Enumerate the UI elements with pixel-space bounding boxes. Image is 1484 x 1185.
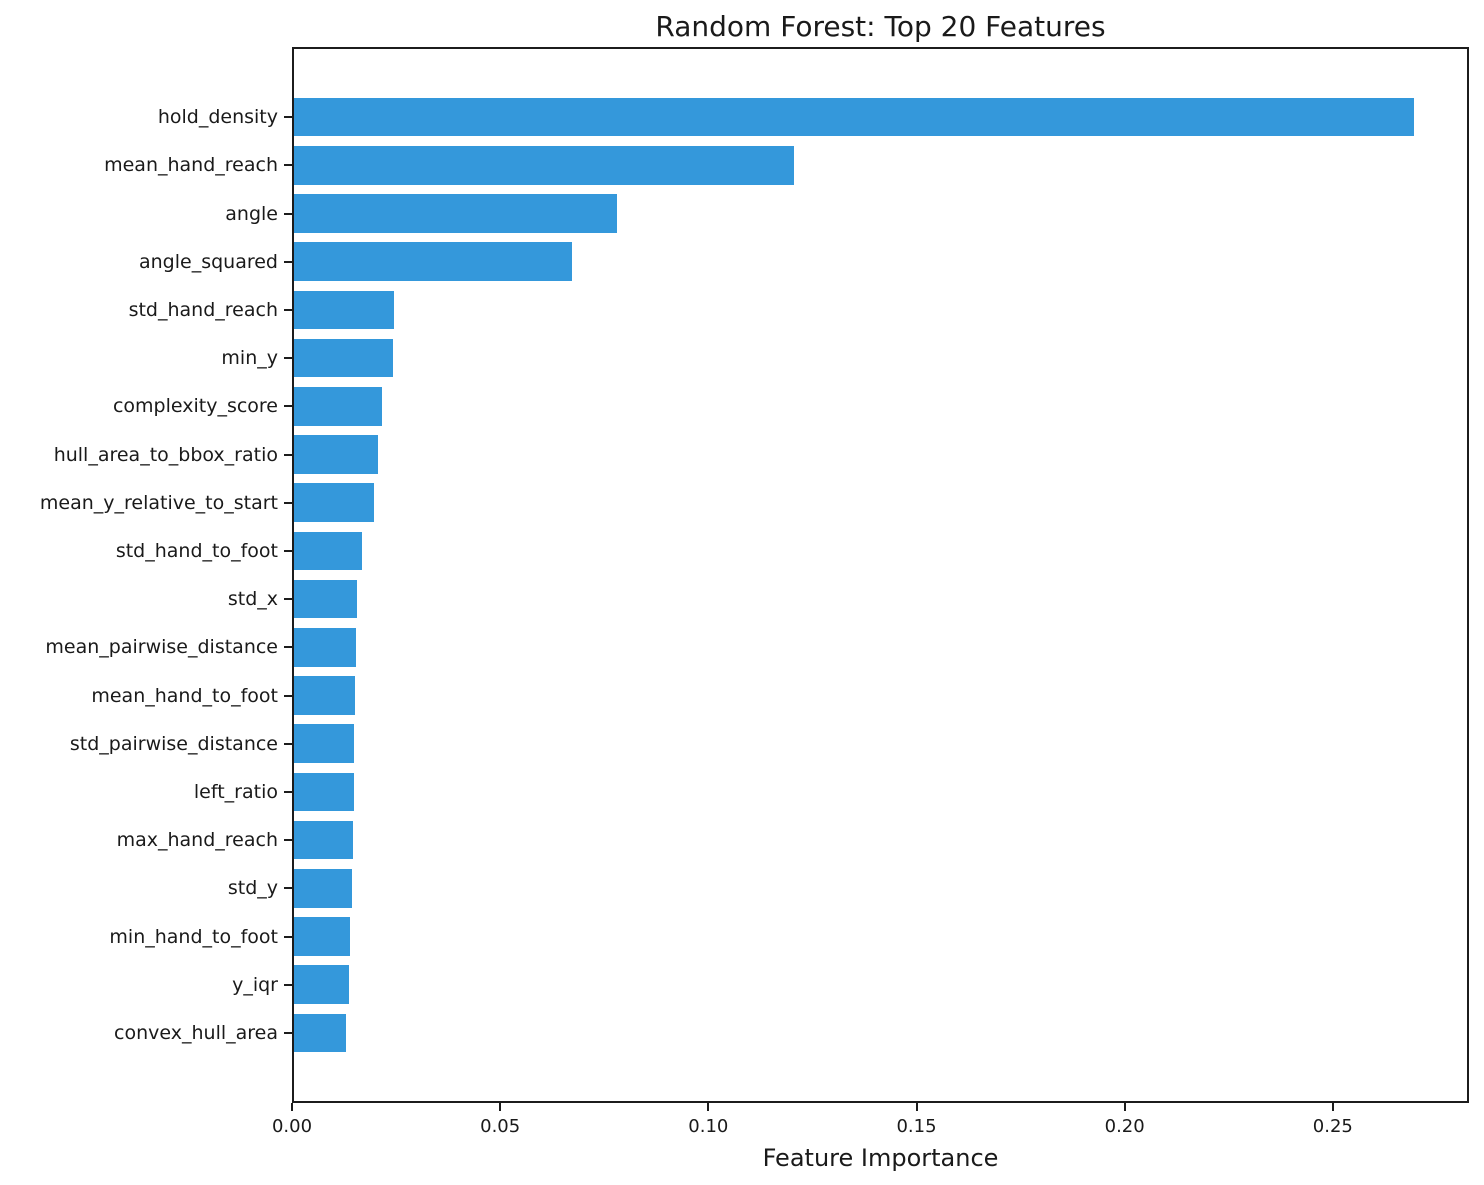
x-tick-mark (707, 1103, 710, 1111)
y-tick-mark (284, 839, 292, 842)
bar-hold_density (294, 97, 1414, 137)
x-tick-label: 0.20 (1104, 1116, 1145, 1137)
y-tick-label: left_ratio (193, 780, 278, 803)
bar-hull_area_to_bbox_ratio (294, 435, 378, 474)
y-tick-mark (284, 501, 292, 504)
y-tick-mark (284, 694, 292, 697)
y-tick-mark (284, 646, 292, 649)
x-tick-mark (915, 1103, 918, 1111)
y-tick-label: convex_hull_area (114, 1021, 278, 1044)
bar-std_x (294, 579, 357, 619)
plot-area (292, 47, 1469, 1103)
y-tick-label: y_iqr (232, 973, 278, 996)
y-tick-mark (284, 1031, 292, 1034)
y-tick-label: max_hand_reach (116, 829, 278, 852)
y-tick-mark (284, 935, 292, 938)
y-tick-label: complexity_score (112, 395, 278, 418)
y-tick-mark (284, 212, 292, 215)
y-tick-label: min_hand_to_foot (109, 925, 278, 948)
bar-std_pairwise_distance (294, 724, 354, 763)
y-tick-mark (284, 308, 292, 311)
bar-min_y (294, 338, 393, 378)
y-tick-mark (284, 164, 292, 167)
y-tick-label: hold_density (157, 106, 278, 129)
bar-mean_hand_to_foot (294, 676, 355, 715)
y-tick-mark (284, 116, 292, 119)
y-tick-mark (284, 453, 292, 456)
x-tick-label: 0.15 (896, 1116, 937, 1137)
x-tick-label: 0.10 (688, 1116, 729, 1137)
x-tick-mark (291, 1103, 293, 1111)
y-tick-label: min_y (221, 347, 278, 370)
x-axis-label: Feature Importance (762, 1144, 999, 1172)
bar-angle (294, 194, 617, 233)
bar-max_hand_reach (294, 820, 353, 860)
y-tick-label: mean_y_relative_to_start (39, 491, 278, 514)
y-tick-label: mean_hand_reach (104, 154, 278, 177)
y-tick-label: std_hand_to_foot (115, 539, 278, 562)
y-tick-label: angle (225, 202, 278, 225)
x-tick-mark (499, 1103, 502, 1111)
x-tick-label: 0.25 (1312, 1116, 1353, 1137)
y-tick-label: hull_area_to_bbox_ratio (53, 443, 278, 466)
y-tick-mark (284, 549, 292, 552)
bar-convex_hull_area (294, 1013, 346, 1053)
y-tick-label: std_y (227, 877, 278, 900)
y-tick-label: std_hand_reach (128, 298, 278, 321)
bar-std_hand_to_foot (294, 531, 362, 571)
y-tick-label: std_pairwise_distance (69, 732, 278, 755)
x-tick-label: 0.05 (480, 1116, 521, 1137)
y-tick-mark (284, 887, 292, 890)
chart-title: Random Forest: Top 20 Features (655, 10, 1106, 43)
y-tick-mark (284, 357, 292, 360)
y-tick-mark (284, 790, 292, 793)
bar-mean_hand_reach (294, 146, 794, 185)
y-tick-mark (284, 260, 292, 263)
y-tick-mark (284, 983, 292, 986)
x-tick-mark (1123, 1103, 1126, 1111)
bar-std_y (294, 869, 352, 908)
bar-left_ratio (294, 772, 354, 812)
bar-y_iqr (294, 965, 349, 1004)
bar-min_hand_to_foot (294, 917, 350, 956)
y-tick-label: angle_squared (138, 250, 278, 273)
y-tick-mark (284, 742, 292, 745)
bar-mean_y_relative_to_start (294, 483, 374, 522)
bar-complexity_score (294, 387, 382, 426)
bar-angle_squared (294, 242, 572, 281)
y-tick-label: mean_hand_to_foot (91, 684, 278, 707)
y-tick-label: std_x (227, 588, 278, 611)
bar-std_hand_reach (294, 290, 394, 330)
y-tick-mark (284, 598, 292, 601)
y-tick-label: mean_pairwise_distance (45, 636, 278, 659)
x-tick-mark (1331, 1103, 1334, 1111)
bar-mean_pairwise_distance (294, 628, 356, 667)
x-tick-label: 0.00 (271, 1116, 313, 1137)
y-tick-mark (284, 405, 292, 408)
